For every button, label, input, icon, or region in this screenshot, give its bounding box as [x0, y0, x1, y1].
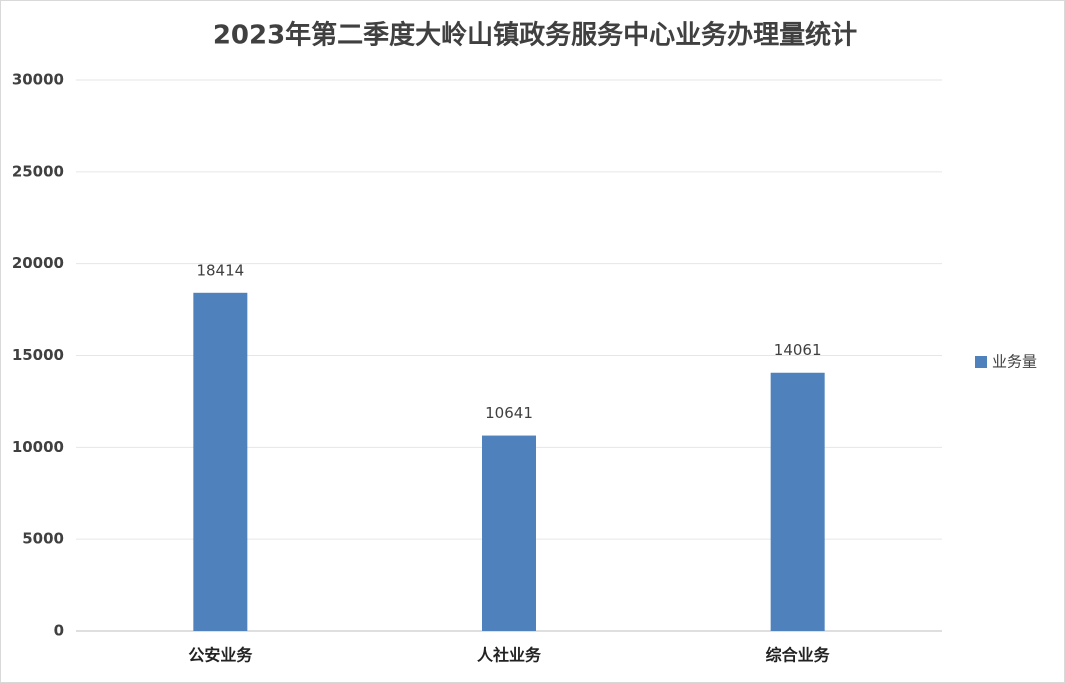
y-tick-label: 30000 [12, 71, 64, 89]
chart-title: 2023年第二季度大岭山镇政务服务中心业务办理量统计 [213, 20, 857, 51]
legend-swatch [975, 356, 987, 368]
bar [193, 292, 248, 631]
y-tick-label: 20000 [12, 254, 64, 272]
legend-label: 业务量 [992, 353, 1037, 371]
bar [770, 372, 825, 631]
data-label: 10641 [485, 404, 533, 422]
data-label: 18414 [196, 261, 244, 279]
x-tick-label: 公安业务 [188, 646, 253, 665]
y-tick-label: 25000 [12, 162, 64, 180]
x-tick-label: 人社业务 [477, 646, 542, 665]
y-tick-label: 10000 [12, 438, 64, 456]
y-tick-label: 15000 [12, 346, 64, 364]
y-tick-label: 0 [54, 622, 64, 640]
y-tick-label: 5000 [22, 530, 64, 548]
data-label: 14061 [774, 341, 822, 359]
x-tick-label: 综合业务 [766, 646, 831, 665]
bar [482, 435, 536, 631]
